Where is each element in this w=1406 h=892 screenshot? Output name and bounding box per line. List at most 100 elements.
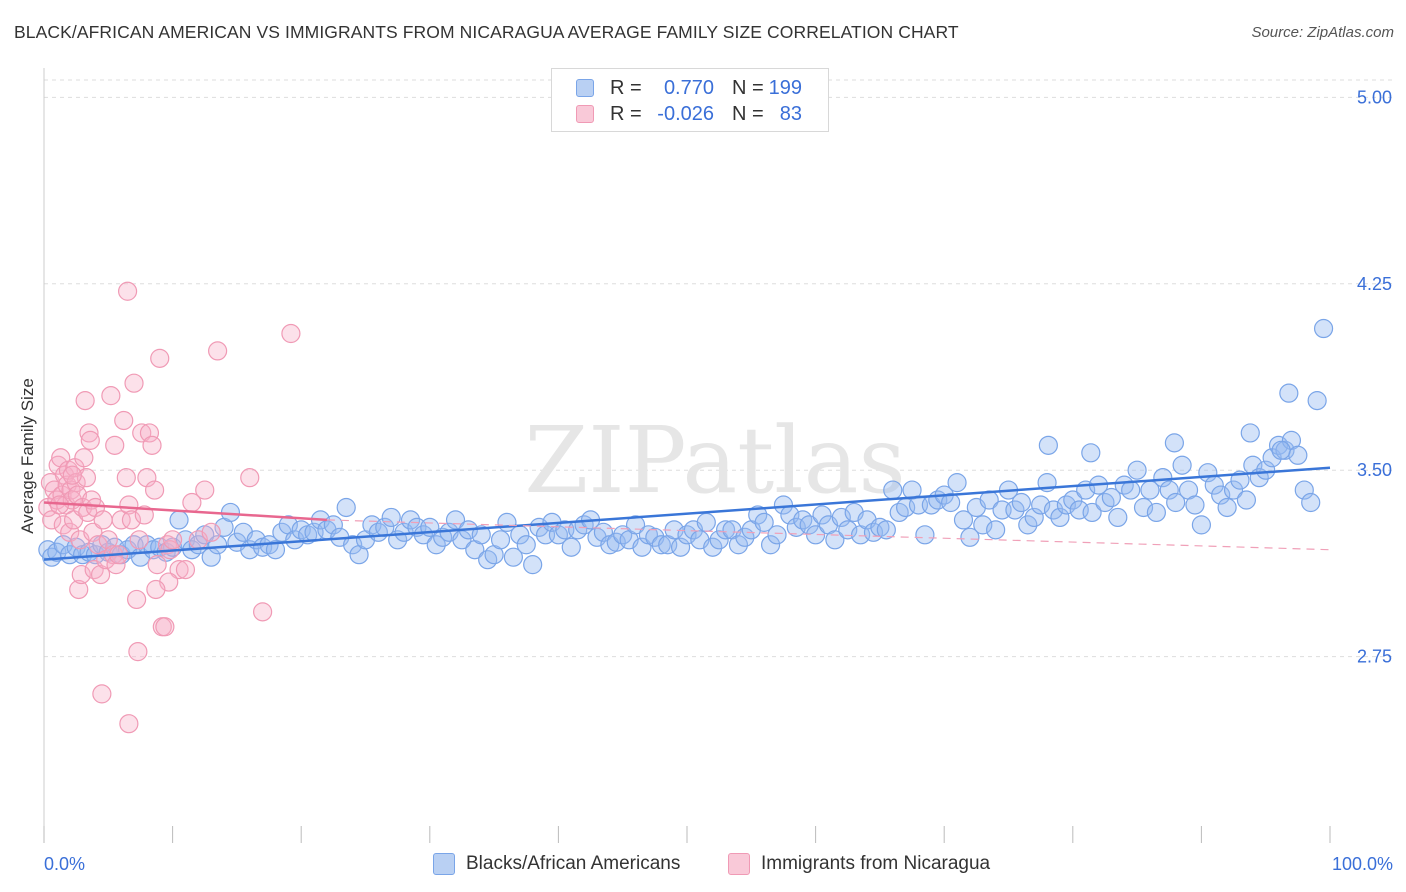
point-nicaragua [195, 480, 215, 500]
point-nicaragua [92, 684, 112, 704]
point-blacks [1050, 507, 1070, 528]
legend-n-value: 199 [768, 77, 802, 99]
point-blacks [831, 507, 851, 528]
point-blacks [1056, 495, 1076, 515]
x-tick-label: 100.0% [1332, 854, 1393, 874]
y-axis-title: Average Family Size [18, 378, 37, 534]
point-nicaragua [144, 480, 165, 500]
point-blacks [941, 492, 961, 513]
point-blacks [889, 502, 909, 523]
point-nicaragua [105, 435, 125, 455]
point-nicaragua [150, 348, 170, 368]
y-tick-label: 4.25 [1357, 274, 1392, 294]
point-blacks [1307, 391, 1327, 411]
point-blacks [336, 497, 356, 518]
point-blacks [883, 480, 903, 500]
point-blacks [703, 537, 723, 557]
point-blacks [793, 510, 813, 530]
point-nicaragua [74, 448, 94, 468]
point-nicaragua [71, 564, 91, 585]
point-nicaragua [134, 505, 154, 525]
point-blacks [1294, 480, 1314, 500]
point-blacks [1166, 492, 1186, 513]
point-blacks [613, 525, 633, 545]
point-blacks [1153, 468, 1173, 488]
legend-swatch-pink [576, 105, 594, 123]
point-nicaragua [114, 410, 134, 431]
trend-layer [43, 466, 1331, 561]
point-blacks [825, 530, 845, 550]
point-blacks [767, 525, 787, 545]
point-nicaragua [128, 642, 148, 662]
axes-layer [43, 68, 1331, 843]
legend-r-value: 0.770 [663, 77, 714, 99]
point-nicaragua [75, 391, 95, 411]
point-blacks [561, 537, 581, 557]
point-blacks [1268, 435, 1289, 455]
point-blacks [1256, 460, 1276, 480]
point-blacks [1223, 480, 1244, 500]
point-blacks [915, 525, 935, 545]
point-blacks [1082, 502, 1102, 523]
series-legend: Blacks/African Americans Immigrants from… [0, 852, 1406, 878]
point-blacks [973, 515, 993, 535]
point-nicaragua [117, 281, 138, 301]
point-nicaragua [93, 510, 113, 530]
labels-layer: 2.75 3.50 4.25 5.00 0.0% 100.0% Average Family… [18, 87, 1393, 874]
point-blacks [1159, 480, 1179, 500]
point-nicaragua [80, 430, 100, 450]
point-blacks [1271, 440, 1291, 460]
point-blacks [715, 520, 736, 540]
point-nicaragua [121, 510, 142, 530]
point-nicaragua [62, 465, 82, 485]
y-tick-label: 3.50 [1357, 460, 1392, 480]
point-blacks [1108, 507, 1128, 528]
point-nicaragua [147, 555, 167, 575]
point-nicaragua [201, 522, 221, 542]
point-blacks [960, 527, 980, 547]
point-nicaragua [83, 522, 103, 542]
y-tick-label: 5.00 [1357, 87, 1392, 107]
point-blacks [1114, 475, 1134, 495]
point-blacks [503, 547, 523, 567]
point-nicaragua [175, 560, 196, 580]
chart-title: BLACK/AFRICAN AMERICAN VS IMMIGRANTS FRO… [14, 22, 959, 42]
point-nicaragua [163, 530, 183, 550]
point-blacks [1005, 500, 1025, 520]
trendline-blacks [43, 466, 1331, 561]
watermark: ZIPatlas [524, 407, 905, 514]
point-blacks [812, 505, 832, 525]
trendline-nicaragua [43, 501, 327, 522]
point-blacks [1024, 507, 1044, 528]
point-nicaragua [129, 530, 149, 550]
point-nicaragua [139, 423, 160, 443]
point-blacks [1236, 490, 1257, 510]
point-blacks [632, 537, 652, 557]
point-blacks [728, 535, 749, 555]
point-blacks [471, 525, 491, 545]
point-blacks [1011, 492, 1031, 513]
legend-swatch-blue [576, 79, 594, 97]
point-nicaragua [76, 468, 97, 488]
point-nicaragua [281, 323, 301, 344]
legend-n-label: N = [732, 77, 764, 99]
legend-row-blacks: R = 0.770 N = 199 [552, 75, 828, 101]
point-blacks [478, 550, 498, 570]
point-blacks [265, 540, 286, 560]
point-blacks [1301, 492, 1321, 513]
point-blacks [876, 520, 896, 540]
legend-label-nicaragua: Immigrants from Nicaragua [761, 853, 991, 874]
point-nicaragua [208, 341, 228, 361]
point-blacks [748, 505, 768, 525]
point-blacks [1191, 515, 1212, 535]
point-nicaragua [146, 579, 166, 600]
point-blacks [490, 530, 511, 550]
point-blacks [670, 537, 691, 557]
point-nicaragua [48, 455, 68, 475]
point-blacks [1217, 497, 1237, 518]
point-nicaragua [60, 522, 80, 542]
point-nicaragua [69, 579, 89, 600]
y-tick-label: 2.75 [1357, 647, 1392, 667]
point-blacks [651, 535, 671, 555]
